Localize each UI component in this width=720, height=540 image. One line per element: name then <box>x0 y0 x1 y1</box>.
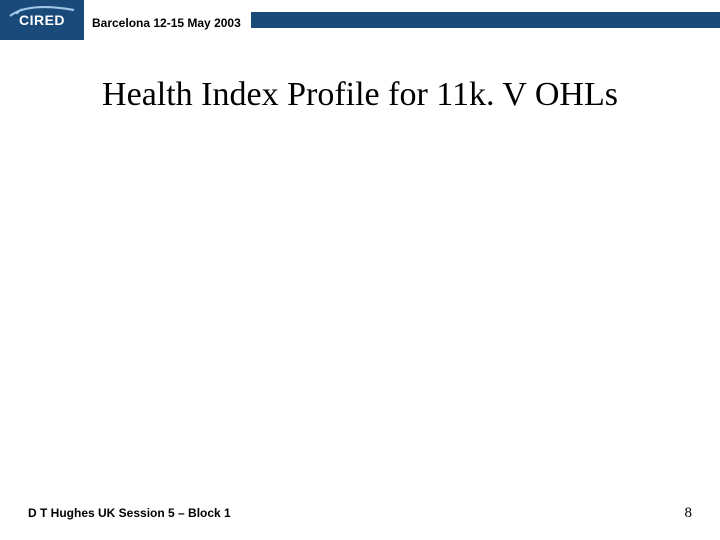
slide: CIRED Barcelona 12-15 May 2003 Health In… <box>0 0 720 540</box>
page-number: 8 <box>685 505 693 522</box>
slide-title: Health Index Profile for 11k. V OHLs <box>40 76 680 114</box>
logo-text: CIRED <box>19 12 65 28</box>
logo: CIRED <box>0 0 84 40</box>
header: CIRED Barcelona 12-15 May 2003 <box>0 0 720 40</box>
footer-author-session: D T Hughes UK Session 5 – Block 1 <box>28 506 231 520</box>
footer: D T Hughes UK Session 5 – Block 1 8 <box>28 505 692 522</box>
header-accent-bar <box>251 12 720 28</box>
header-event-text: Barcelona 12-15 May 2003 <box>84 0 249 40</box>
